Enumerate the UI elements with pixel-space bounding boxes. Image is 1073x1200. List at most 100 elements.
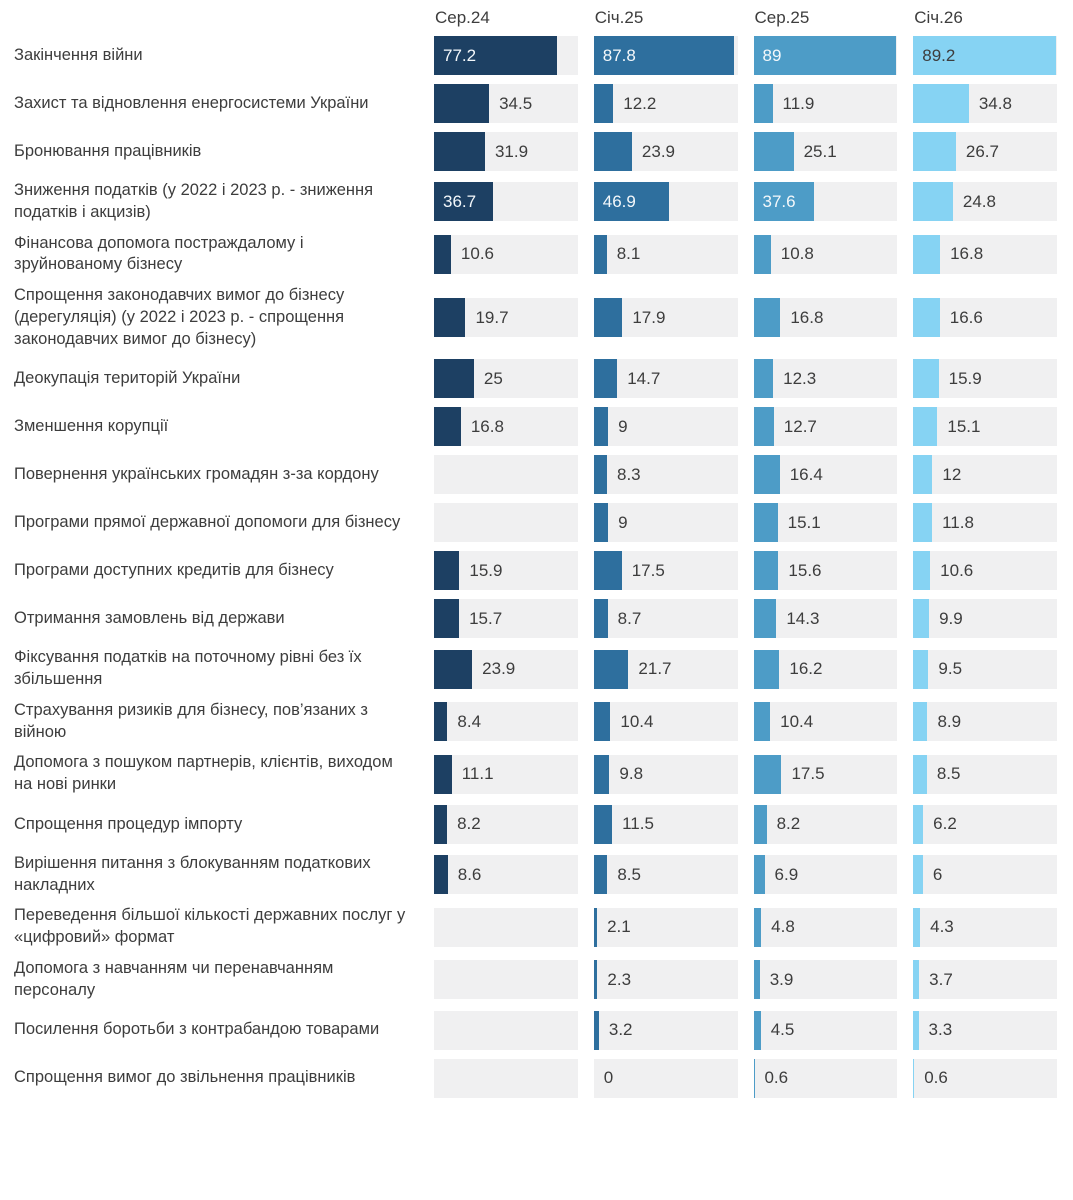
chart-row: Посилення боротьби з контрабандою товара…: [14, 1010, 1057, 1050]
bar-track: 15.1: [753, 503, 898, 543]
bar: [913, 960, 920, 1000]
column-header-ser24: Сер.24: [435, 8, 490, 27]
bar-value: 15.1: [947, 416, 981, 436]
bar-track: 8.3: [593, 455, 738, 495]
bar-track: 9.9: [913, 599, 1057, 639]
row-label: Спрощення законодавчих вимог до бізнесу …: [14, 286, 345, 348]
bar: [593, 599, 608, 639]
bar-value: 12.3: [783, 368, 817, 388]
bar-track: [434, 1010, 578, 1050]
bar-value: 9.8: [619, 764, 644, 784]
bar: [434, 84, 490, 123]
row-label: Фіксування податків на поточному рівні б…: [14, 648, 362, 689]
bar-value: 9.9: [939, 608, 963, 628]
bar-track: 11.8: [913, 503, 1057, 543]
bar-track: 4.5: [753, 1010, 898, 1050]
bar-value: 10.6: [940, 560, 974, 580]
bar-value: 8.1: [616, 244, 641, 264]
row-label: Бронювання працівників: [14, 141, 202, 160]
bar: [913, 234, 941, 274]
bar: [593, 907, 598, 947]
bar: [434, 855, 448, 895]
bar-track: 23.9: [434, 649, 578, 689]
bar-track: 25: [434, 359, 578, 399]
bar-track: 9: [593, 503, 738, 543]
bar-value: 3.2: [608, 1020, 633, 1040]
bar-value: 26.7: [965, 141, 999, 161]
chart-row: Бронювання працівників 31.9 23.9 25.1 26.7: [14, 132, 1057, 171]
row-label: Програми доступних кредитів для бізнесу: [14, 560, 334, 579]
bar-track: 14.7: [593, 359, 738, 399]
bar-track: 10.6: [434, 234, 578, 274]
bar-value: 23.9: [641, 141, 676, 161]
bar: [913, 551, 931, 591]
bar-value: 25.1: [803, 141, 837, 161]
bar-value: 9: [618, 416, 628, 436]
bar-track: 17.9: [593, 298, 738, 338]
bar-track: 8.4: [434, 702, 578, 742]
bar-value: 8.2: [457, 814, 481, 834]
bar: [753, 234, 771, 274]
row-label: Зменшення корупції: [14, 416, 169, 435]
bar-value: 15.1: [787, 512, 821, 532]
bar-track: 89.2: [913, 36, 1057, 75]
bar-track: 8.7: [593, 599, 738, 639]
bar-value: 0: [603, 1068, 614, 1088]
bar-track: 89: [753, 36, 898, 75]
bar-track: 16.6: [913, 298, 1057, 338]
bar: [593, 84, 614, 123]
bar-track: 11.5: [593, 804, 738, 844]
bar-track: 10.4: [753, 702, 898, 742]
bar-value: 89.2: [922, 45, 956, 65]
bar: [913, 407, 938, 447]
bar-value: 8.5: [617, 864, 641, 884]
bar: [913, 855, 923, 895]
bar: [913, 1058, 915, 1098]
chart-row: Допомога з навчанням чи перенавчанням пе…: [14, 958, 1057, 1002]
bar-track: 8.2: [753, 804, 898, 844]
bar-value: 6.2: [933, 814, 957, 834]
column-headers: Сер.24 Січ.25 Сер.25 Січ.26: [14, 8, 1057, 28]
bar-value: 24.8: [962, 191, 996, 211]
bar-track: 17.5: [753, 754, 898, 794]
bar-value: 31.9: [494, 141, 529, 161]
bar: [593, 804, 613, 844]
bar: [753, 407, 774, 447]
bar-value: 2.3: [607, 969, 632, 989]
bar: [753, 960, 760, 1000]
bar-value: 17.5: [631, 560, 665, 580]
bar-track: 3.9: [753, 960, 898, 1000]
bar-track: 19.7: [434, 298, 578, 338]
bar-track: 2.3: [593, 960, 738, 1000]
bar: [753, 84, 773, 123]
bar-track: 15.6: [753, 551, 898, 591]
bar-value: 15.9: [469, 560, 503, 580]
bar-track: 12.2: [593, 84, 738, 123]
bar-value: 4.5: [770, 1020, 795, 1040]
bar: [753, 455, 780, 495]
bar: [593, 754, 610, 794]
bar-value: 34.5: [499, 93, 533, 113]
bar-track: 0.6: [913, 1058, 1057, 1098]
bar-value: 14.7: [627, 368, 661, 388]
bar-value: 6: [932, 864, 943, 884]
bar-track: 8.1: [593, 234, 738, 274]
bar-track: 15.1: [913, 407, 1057, 447]
chart-row: Переведення більшої кількості державних …: [14, 905, 1057, 949]
row-label: Страхування ризиків для бізнесу, пов’яза…: [14, 700, 368, 741]
bar-value: 16.6: [949, 307, 983, 327]
bar-value: 17.5: [791, 764, 825, 784]
bar-track: 15.7: [434, 599, 578, 639]
bar-track: 15.9: [434, 551, 578, 591]
bar: [434, 702, 448, 742]
chart-row: Закінчення війни 77.2 87.8 89 89.2: [14, 36, 1057, 75]
bar: [753, 503, 778, 543]
bar: [753, 702, 771, 742]
bar-value: 8.2: [776, 814, 801, 834]
bar-value: 12.2: [623, 93, 657, 113]
chart-row: Спрощення вимог до звільнення працівникі…: [14, 1058, 1057, 1098]
bar: [593, 551, 622, 591]
bar-value: 16.8: [950, 244, 984, 264]
bar-track: 6.2: [913, 804, 1057, 844]
bar: [593, 455, 607, 495]
